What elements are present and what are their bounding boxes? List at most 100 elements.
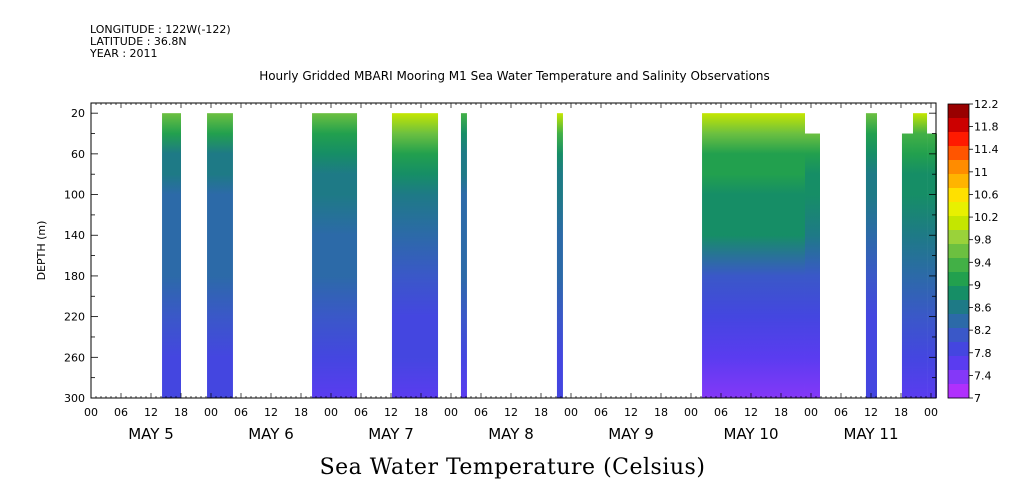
x-tick-label: 00 — [84, 406, 98, 419]
x-tick-label: 00 — [564, 406, 578, 419]
longitude-label: LONGITUDE : 122W(-122) — [90, 23, 231, 36]
y-tick-label: 140 — [64, 229, 85, 242]
data-block — [927, 133, 937, 398]
colorbar-cell — [948, 328, 969, 343]
x-axis-title: Sea Water Temperature (Celsius) — [319, 455, 706, 480]
colorbar-label: 8.6 — [974, 302, 992, 315]
colorbar-layer: 12.2 11.8 11.4 11 10.6 10.2 9.8 9.4 9 8.6 8.2 7.8 7.… — [947, 98, 999, 405]
x-tick-label: 06 — [594, 406, 608, 419]
x-tick-label: 12 — [744, 406, 758, 419]
colorbar-label: 8.2 — [974, 324, 992, 337]
x-tick-label: 00 — [444, 406, 458, 419]
chart-title: Hourly Gridded MBARI Mooring M1 Sea Wate… — [259, 69, 770, 83]
x-tick-label: 06 — [354, 406, 368, 419]
x-tick-label: 06 — [234, 406, 248, 419]
data-block — [556, 113, 563, 398]
x-tick-label: 06 — [834, 406, 848, 419]
data-block — [804, 133, 820, 398]
data-block — [207, 113, 233, 398]
colorbar-cell — [948, 132, 969, 147]
colorbar-label: 10.2 — [974, 211, 999, 224]
x-day-label: MAY 11 — [843, 425, 898, 443]
colorbar-cell — [948, 104, 969, 119]
data-block — [912, 113, 928, 398]
latitude-label: LATITUDE : 36.8N — [90, 35, 187, 48]
x-tick-label: 18 — [774, 406, 788, 419]
data-block — [865, 113, 877, 398]
colorbar-cell — [948, 174, 969, 189]
data-block — [901, 133, 913, 398]
colorbar-cell — [948, 300, 969, 315]
x-tick-label: 12 — [504, 406, 518, 419]
x-tick-label: 18 — [294, 406, 308, 419]
colorbar-label: 11 — [974, 166, 988, 179]
colorbar-cell — [948, 286, 969, 301]
x-day-label: MAY 7 — [368, 425, 414, 443]
colorbar-cell — [948, 314, 969, 329]
colorbar-label: 9.8 — [974, 234, 992, 247]
colorbar-label: 9.4 — [974, 256, 992, 269]
y-tick-label: 100 — [64, 189, 85, 202]
x-tick-label: 12 — [864, 406, 878, 419]
colorbar-cell — [948, 244, 969, 259]
data-block — [162, 113, 181, 398]
x-tick-label: 00 — [924, 406, 938, 419]
colorbar-label: 7.8 — [974, 347, 992, 360]
x-tick-label: 06 — [474, 406, 488, 419]
colorbar-cell — [948, 384, 969, 399]
colorbar-label: 7 — [974, 392, 981, 405]
x-day-label: MAY 10 — [723, 425, 778, 443]
colorbar-label: 12.2 — [974, 98, 999, 111]
axis-layer: 00 06 12 18 00 06 12 18 00 06 12 18 00 06 12 18 00 06 12 18… — [35, 102, 938, 443]
x-tick-label: 18 — [534, 406, 548, 419]
colorbar-cell — [948, 146, 969, 161]
plot-frame — [90, 102, 937, 399]
colorbar-cell — [948, 272, 969, 287]
data-block — [391, 113, 439, 398]
x-tick-label: 18 — [414, 406, 428, 419]
y-axis-title: DEPTH (m) — [35, 221, 48, 281]
colorbar-cell — [948, 230, 969, 245]
x-tick-label: 18 — [174, 406, 188, 419]
x-tick-label: 18 — [894, 406, 908, 419]
x-tick-label: 12 — [624, 406, 638, 419]
x-tick-label: 06 — [714, 406, 728, 419]
data-block — [460, 113, 467, 398]
x-tick-label: 00 — [804, 406, 818, 419]
y-tick-label: 260 — [64, 351, 85, 364]
year-label: YEAR : 2011 — [90, 47, 158, 60]
y-tick-label: 300 — [64, 392, 85, 405]
x-tick-label: 06 — [114, 406, 128, 419]
colorbar-label: 10.6 — [974, 188, 999, 201]
x-tick-label: 18 — [654, 406, 668, 419]
y-tick-label: 20 — [71, 107, 85, 120]
colorbar-label: 7.4 — [974, 369, 992, 382]
colorbar-frame — [947, 103, 970, 399]
colorbar-label: 11.8 — [974, 121, 999, 134]
x-tick-label: 12 — [384, 406, 398, 419]
colorbar-label: 9 — [974, 279, 981, 292]
data-block — [702, 113, 805, 398]
colorbar-cell — [948, 118, 969, 133]
x-day-label: MAY 5 — [128, 425, 174, 443]
y-tick-label: 60 — [71, 148, 85, 161]
x-tick-label: 12 — [264, 406, 278, 419]
y-tick-label: 220 — [64, 311, 85, 324]
data-layer — [162, 113, 937, 398]
colorbar-cell — [948, 370, 969, 385]
colorbar-cell — [948, 342, 969, 357]
x-tick-label: 00 — [324, 406, 338, 419]
colorbar-cell — [948, 356, 969, 371]
colorbar-cell — [948, 188, 969, 203]
x-day-label: MAY 9 — [608, 425, 654, 443]
colorbar-cell — [948, 202, 969, 217]
x-day-label: MAY 8 — [488, 425, 534, 443]
colorbar-cell — [948, 258, 969, 273]
colorbar-cell — [948, 160, 969, 175]
colorbar-cell — [948, 216, 969, 231]
data-block — [312, 113, 358, 398]
x-tick-label: 00 — [204, 406, 218, 419]
y-tick-label: 180 — [64, 270, 85, 283]
